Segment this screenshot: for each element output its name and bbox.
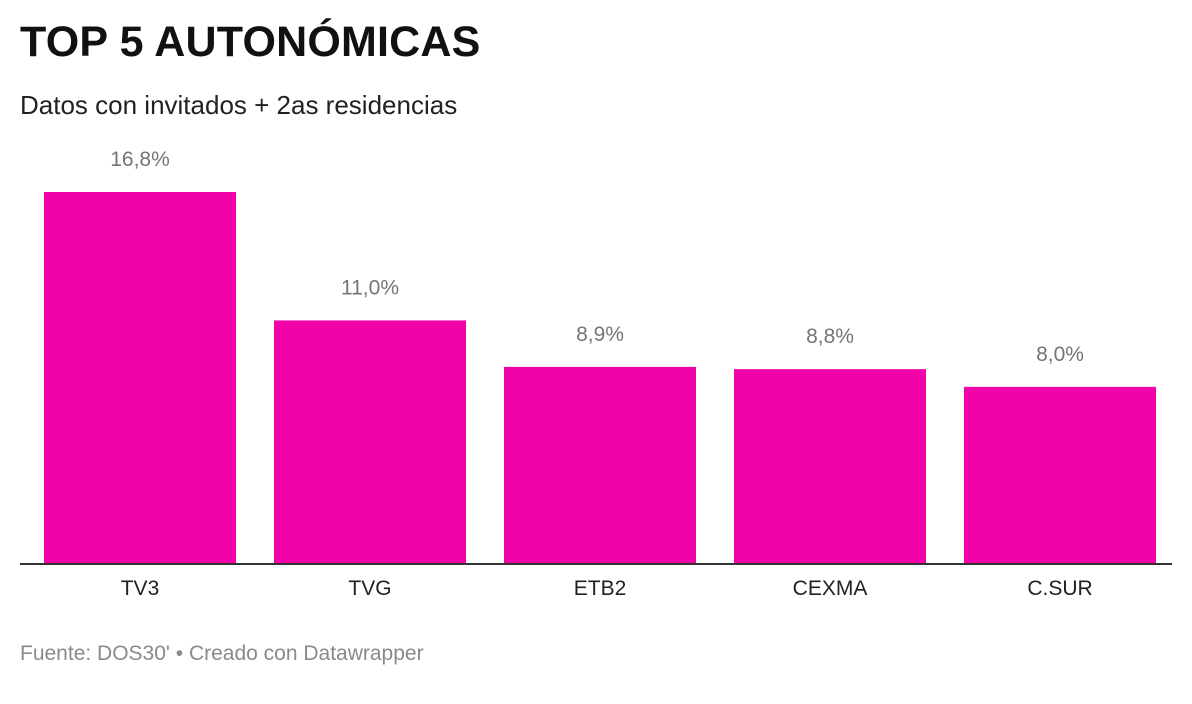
bar-c-sur [964,386,1156,564]
category-label: TV3 [121,577,160,600]
category-label: ETB2 [574,577,627,600]
chart-subtitle: Datos con invitados + 2as residencias [20,90,458,120]
source-footer: Fuente: DOS30' • Creado con Datawrapper [20,642,424,665]
bar-tvg [274,320,466,564]
category-label: CEXMA [793,577,868,600]
category-label: TVG [348,577,391,600]
bar-etb2 [504,366,696,564]
bar-cexma [734,369,926,564]
value-label: 8,8% [806,325,854,348]
value-label: 8,0% [1036,343,1084,366]
bar-tv3 [44,192,236,564]
value-label: 16,8% [110,148,170,171]
value-label: 11,0% [341,276,399,299]
chart-title: TOP 5 AUTONÓMICAS [20,18,481,66]
category-label: C.SUR [1027,577,1092,600]
value-label: 8,9% [576,323,624,346]
